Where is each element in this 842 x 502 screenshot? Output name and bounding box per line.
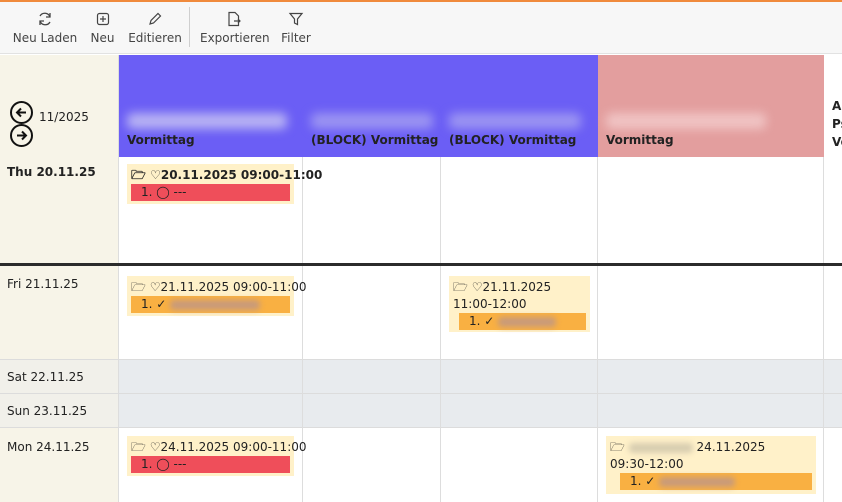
column-divider xyxy=(302,157,303,502)
heart-pulse-icon: ♡ xyxy=(150,168,161,182)
filter-button[interactable]: Filter xyxy=(278,2,314,54)
redacted-patient xyxy=(659,476,736,487)
folder-icon: 🗁 xyxy=(131,168,146,182)
folder-icon: 🗁 xyxy=(610,440,625,454)
resource-column-header[interactable]: Ar Ps Vo xyxy=(824,55,842,157)
appointment-title: 24.11.2025 09:00-11:00 xyxy=(160,440,307,454)
appointment-title: 20.11.2025 09:00-11:00 xyxy=(160,168,323,182)
edit-button[interactable]: Editieren xyxy=(128,2,182,54)
previous-month-button[interactable] xyxy=(10,101,33,124)
resource-column-header[interactable]: (BLOCK) Vormittag xyxy=(303,55,441,157)
appointment-item: 1. ✓ xyxy=(469,314,495,328)
refresh-icon xyxy=(39,12,51,26)
appointment-card[interactable]: 🗁 ♡24.11.2025 09:00-11:00 1. ◯ --- xyxy=(127,436,307,476)
today-separator xyxy=(0,263,842,266)
column-divider xyxy=(597,157,598,502)
pencil-icon xyxy=(149,12,162,25)
status-bar-done: 1. ✓ xyxy=(620,473,812,490)
status-bar-done: 1. ✓ xyxy=(131,296,290,313)
status-bar-done: 1. ✓ xyxy=(459,313,586,330)
folder-icon: 🗁 xyxy=(131,440,146,454)
redacted-name xyxy=(311,113,433,129)
appointment-card[interactable]: 🗁 ♡20.11.2025 09:00-11:00 1. ◯ --- xyxy=(127,164,322,204)
heart-pulse-icon: ♡ xyxy=(471,280,483,294)
appointment-item: 1. ◯ --- xyxy=(141,185,187,199)
day-row: Fri 21.11.25 xyxy=(0,265,842,360)
export-file-icon xyxy=(228,11,241,27)
resource-column-header[interactable]: Vormittag xyxy=(598,55,824,157)
plus-square-icon xyxy=(96,12,109,26)
filter-label: Filter xyxy=(281,31,311,45)
appointment-item: 1. ✓ xyxy=(141,297,167,311)
status-bar-open: 1. ◯ --- xyxy=(131,456,290,473)
folder-icon: 🗁 xyxy=(453,280,468,294)
export-label: Exportieren xyxy=(200,31,270,45)
heart-pulse-icon: ♡ xyxy=(149,280,161,294)
day-cell: Mon 24.11.25 xyxy=(0,428,119,502)
appointment-title: 21.11.2025 09:00-11:00 xyxy=(160,280,307,294)
day-label: Sat 22.11.25 xyxy=(7,370,84,384)
appointment-title: 24.11.2025 xyxy=(696,440,766,454)
month-label: 11/2025 xyxy=(39,110,89,124)
heart-pulse-icon: ♡ xyxy=(149,440,161,454)
redacted-name xyxy=(127,113,287,129)
redacted-name xyxy=(628,442,693,453)
appointment-item: 1. ◯ --- xyxy=(141,457,187,471)
day-row-weekend: Sat 22.11.25 xyxy=(0,360,842,394)
appointment-time: 09:30-12:00 xyxy=(610,457,684,471)
new-label: Neu xyxy=(90,31,115,45)
appointment-card[interactable]: 🗁 ♡21.11.2025 11:00-12:00 1. ✓ xyxy=(449,276,590,332)
redacted-patient xyxy=(170,299,261,310)
redacted-name xyxy=(449,113,581,129)
column-caption: (BLOCK) Vormittag xyxy=(449,133,577,147)
appointment-time: 11:00-12:00 xyxy=(453,297,527,311)
cut-caption: Ps xyxy=(832,117,842,131)
arrow-left-icon xyxy=(15,107,26,118)
column-divider xyxy=(440,157,441,502)
appointment-card[interactable]: 🗁 24.11.2025 09:30-12:00 1. ✓ xyxy=(606,436,816,494)
day-label: Thu 20.11.25 xyxy=(7,165,96,179)
toolbar: Neu Laden Neu Editieren Exportieren Filt… xyxy=(0,2,842,54)
column-caption: Vormittag xyxy=(127,133,195,147)
reload-label: Neu Laden xyxy=(12,31,78,45)
next-month-button[interactable] xyxy=(10,124,33,147)
day-row-weekend: Sun 23.11.25 xyxy=(0,394,842,428)
appointment-title: 21.11.2025 xyxy=(482,280,552,294)
resource-column-header[interactable]: Vormittag xyxy=(119,55,303,157)
appointment-item: 1. ✓ xyxy=(630,474,656,488)
new-button[interactable]: Neu xyxy=(85,2,120,54)
day-row: Mon 24.11.25 xyxy=(0,428,842,502)
cut-caption: Ar xyxy=(832,99,842,113)
column-caption: (BLOCK) Vormittag xyxy=(311,133,439,147)
accent-line xyxy=(0,0,842,2)
resource-column-header[interactable]: (BLOCK) Vormittag xyxy=(441,55,598,157)
calendar-grid: 11/2025 Thu 20.11.25 Vormittag (BLOCK) V… xyxy=(0,55,842,502)
day-cell: Fri 21.11.25 xyxy=(0,265,119,359)
day-cell: Sat 22.11.25 xyxy=(0,360,119,393)
appointment-card[interactable]: 🗁 ♡21.11.2025 09:00-11:00 1. ✓ xyxy=(127,276,307,316)
edit-label: Editieren xyxy=(128,31,182,45)
filter-icon xyxy=(288,12,304,26)
export-button[interactable]: Exportieren xyxy=(200,2,270,54)
status-bar-open: 1. ◯ --- xyxy=(131,184,290,201)
day-label: Fri 21.11.25 xyxy=(7,277,79,291)
cut-caption: Vo xyxy=(832,135,842,149)
column-divider xyxy=(823,157,824,502)
arrow-right-icon xyxy=(17,130,28,141)
column-caption: Vormittag xyxy=(606,133,674,147)
folder-icon: 🗁 xyxy=(131,280,146,294)
day-cell: Sun 23.11.25 xyxy=(0,394,119,427)
day-label: Sun 23.11.25 xyxy=(7,404,88,418)
redacted-name xyxy=(606,113,766,129)
day-label: Mon 24.11.25 xyxy=(7,440,90,454)
redacted-patient xyxy=(498,316,557,327)
toolbar-divider xyxy=(189,7,190,47)
reload-button[interactable]: Neu Laden xyxy=(10,2,80,54)
